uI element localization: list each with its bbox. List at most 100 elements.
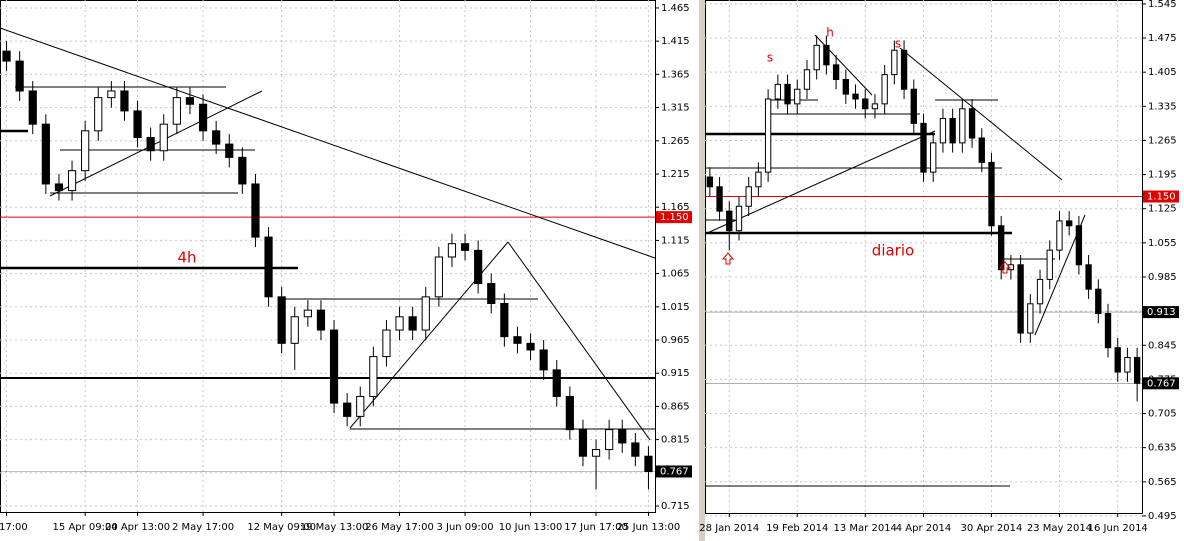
x-tick-label: 24 Apr 13:00	[105, 522, 170, 533]
y-tick-label: 1.335	[1148, 101, 1177, 112]
arrow-marks	[721, 252, 1012, 274]
candle-body	[15, 60, 24, 92]
x-tick-label: 28 Jan 2014	[699, 523, 759, 534]
annotation: s	[767, 51, 773, 65]
candle-body	[578, 429, 588, 457]
candle-body	[842, 78, 849, 95]
grid	[0, 0, 1146, 517]
y-tick-label: 0.845	[1148, 340, 1177, 351]
candle-body	[1017, 264, 1024, 334]
candle-body	[862, 98, 869, 110]
y-tick-label: 1.065	[661, 269, 690, 280]
candle-body	[755, 171, 762, 188]
x-tick-label: 25 Jun 13:00	[617, 522, 681, 533]
candle-body	[185, 97, 195, 105]
y-tick-label: 0.705	[1148, 409, 1177, 420]
candle-body	[939, 117, 947, 144]
price-label-box	[656, 211, 692, 224]
x-tick-label: 19 May 13:00	[300, 522, 369, 533]
y-tick-label: 1.115	[661, 235, 690, 246]
candle-body	[382, 329, 391, 358]
candle-body	[881, 74, 888, 105]
candle-body	[408, 316, 417, 331]
y-tick-label: 1.195	[1148, 170, 1177, 181]
plot-frame	[0, 0, 656, 513]
y-tick-label: 1.545	[1148, 0, 1177, 10]
candle-body	[447, 243, 457, 258]
candle-body	[94, 97, 103, 132]
candle-body	[871, 103, 879, 110]
candle-body	[832, 64, 840, 80]
price-label: 1.150	[1147, 192, 1176, 203]
price-label-box	[1143, 377, 1179, 390]
candle-body	[28, 90, 37, 125]
candle-body	[930, 142, 937, 173]
y-tick-label: 1.015	[661, 302, 690, 313]
candle-body	[526, 342, 535, 351]
y-tick-label: 0.915	[661, 368, 690, 379]
candle-body	[891, 49, 898, 76]
candle-body	[41, 123, 50, 185]
x-tick-label: 12 May 09:00	[247, 522, 316, 533]
candle-body	[591, 449, 601, 457]
annotation: s	[895, 37, 901, 51]
candle-body	[159, 123, 168, 152]
candle-body	[1007, 264, 1015, 271]
candle-body	[1104, 313, 1112, 349]
y-tick-label: 0.565	[1148, 477, 1177, 488]
price-label-box	[1143, 306, 1179, 319]
y-tick-label: 1.165	[661, 202, 690, 213]
y-tick-label: 1.055	[1148, 238, 1177, 249]
candle-body	[277, 296, 286, 344]
candle-body	[764, 98, 772, 173]
y-tick-label: 0.635	[1148, 443, 1177, 454]
candle-body	[726, 210, 733, 232]
x-tick-label: 13 Mar 2014	[834, 523, 897, 534]
candle-body	[133, 110, 142, 138]
candle-body	[803, 69, 811, 90]
y-tick-label: 0.495	[1148, 511, 1177, 522]
candle-body	[81, 130, 90, 172]
candle-body	[784, 83, 791, 105]
x-tick-label: 2 May 17:00	[172, 522, 234, 533]
candle-body	[1027, 303, 1034, 334]
candle-body	[988, 161, 995, 227]
candle-body	[852, 93, 859, 100]
candle-body	[823, 44, 830, 66]
candle-body	[968, 108, 976, 139]
candle-body	[395, 316, 404, 331]
candle-body	[212, 130, 221, 145]
x-tick-label: 30 Apr 2014	[961, 523, 1023, 534]
annotation: 4h	[177, 249, 196, 267]
candle-body	[107, 90, 116, 99]
candle-body	[474, 249, 483, 285]
candle-body	[369, 356, 378, 397]
candle-body	[487, 283, 496, 304]
candle-body	[716, 186, 723, 212]
candle-body	[290, 316, 299, 344]
x-tick-label: 19 Feb 2014	[766, 523, 828, 534]
candle-body	[1114, 347, 1121, 373]
candle-body	[618, 429, 627, 444]
y-tick-label: 1.265	[661, 136, 690, 147]
x-tick-label: 15 Apr 09:00	[53, 522, 118, 533]
y-tick-label: 1.315	[661, 103, 690, 114]
candle-body	[303, 309, 312, 318]
y-tick-label: 0.815	[661, 435, 690, 446]
candle-body	[539, 349, 548, 371]
candle-body	[356, 395, 365, 417]
candle-body	[172, 97, 181, 125]
price-label-box	[656, 465, 692, 478]
price-label: 0.913	[1147, 307, 1176, 318]
candle-body	[460, 243, 470, 251]
candle-body	[343, 402, 352, 417]
price-label: 1.150	[660, 212, 689, 223]
y-tick-label: 1.465	[661, 3, 690, 14]
candle-body	[1046, 249, 1053, 280]
y-tick-label: 1.265	[1148, 135, 1177, 146]
annotation: diario	[872, 242, 914, 260]
candle-body	[605, 429, 614, 451]
candle-body	[316, 309, 326, 331]
candles	[2, 35, 1141, 490]
